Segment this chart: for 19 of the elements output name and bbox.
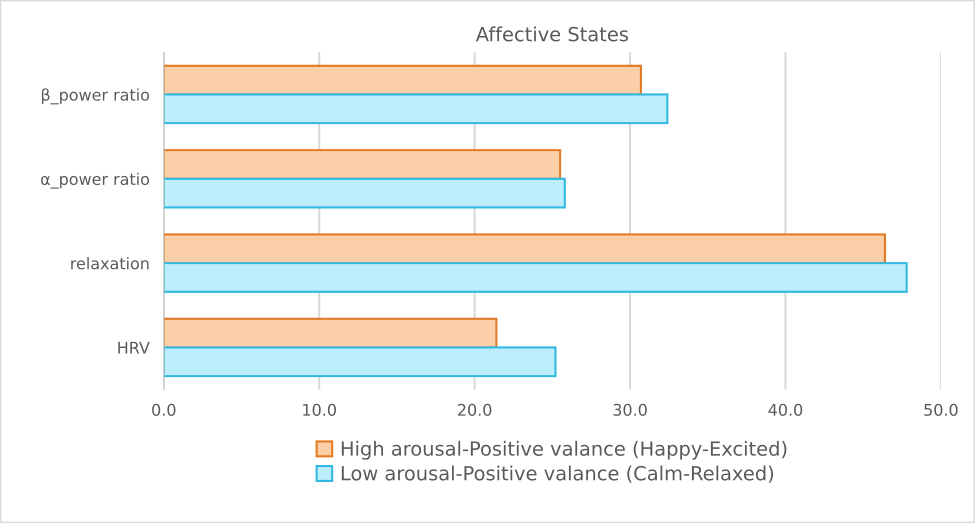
x-tick-label: 50.0: [924, 404, 958, 416]
chart-title: Affective States: [476, 26, 628, 42]
bar: [164, 233, 886, 264]
legend-label: High arousal-Positive valance (Happy-Excited): [342, 440, 786, 460]
x-tick-label: 20.0: [458, 404, 492, 416]
legend-label: Low arousal-Positive valance (Calm-Relaxed): [342, 466, 774, 483]
x-tick-label: 30.0: [613, 404, 647, 416]
x-tick-label: 10.0: [303, 404, 336, 416]
y-tick-label: relaxation: [71, 257, 149, 270]
bar: [164, 262, 908, 293]
bar: [164, 346, 556, 378]
x-tick-label: 40.0: [768, 404, 802, 416]
bar: [164, 178, 566, 209]
y-tick-label: HRV: [118, 342, 150, 354]
y-tick-label: α_power ratio: [41, 172, 150, 189]
bar: [164, 93, 668, 124]
bar: [164, 149, 562, 180]
y-tick-label: β_power ratio: [42, 88, 150, 104]
x-tick-label: 0.0: [152, 404, 176, 416]
